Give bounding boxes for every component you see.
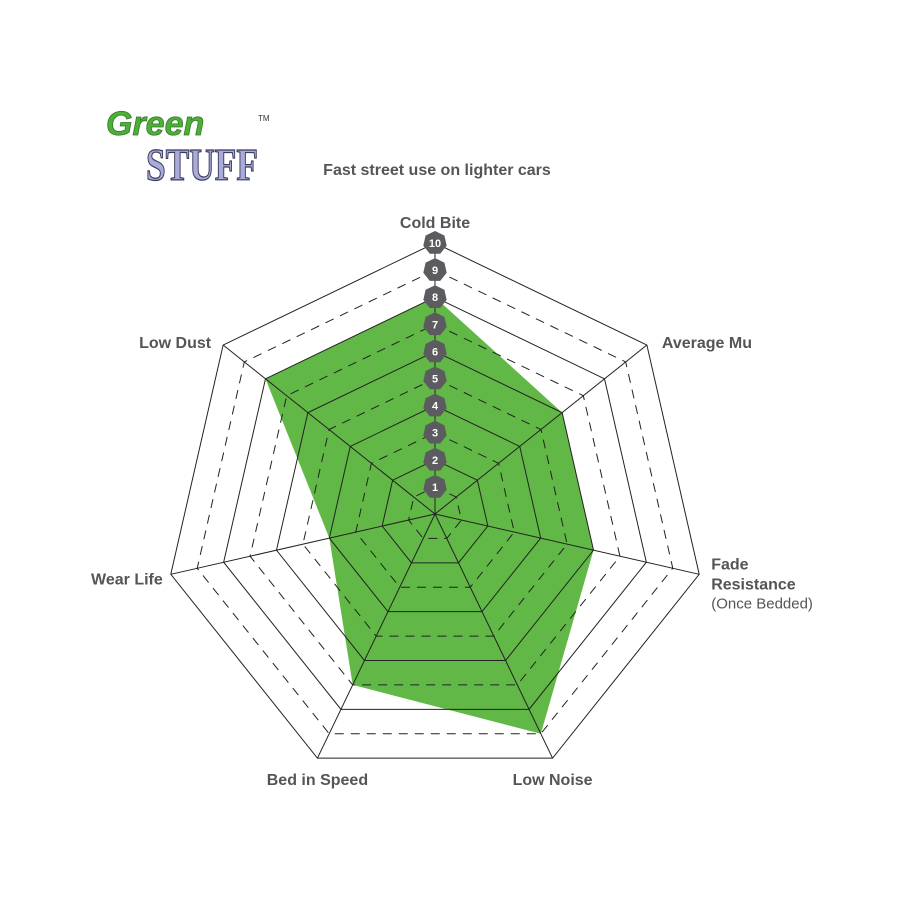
tick-label-9: 9 (432, 265, 438, 277)
axis-spoke-5 (170, 513, 436, 575)
grid-ring-1 (408, 486, 462, 539)
axis-label-4: Bed in Speed (267, 772, 368, 789)
tick-label-8: 8 (432, 292, 438, 304)
axis-label-1: Average Mu (662, 335, 752, 352)
axis-label-2: Fade (711, 556, 748, 573)
axis-spoke-4 (316, 513, 436, 759)
grid-ring-3 (355, 432, 515, 588)
grid-ring-10 (170, 242, 700, 759)
tick-label-6: 6 (432, 346, 438, 358)
grid-ring-4 (328, 405, 542, 613)
tick-badge-8 (423, 285, 447, 309)
axis-label-3: Low Noise (513, 772, 593, 789)
tick-label-10: 10 (429, 238, 441, 250)
tick-label-5: 5 (432, 374, 438, 386)
axis-spoke-3 (434, 513, 554, 759)
tick-badge-3 (423, 420, 447, 444)
tick-badge-1 (423, 474, 447, 498)
axis-spoke-2 (434, 513, 700, 575)
tick-label-4: 4 (432, 401, 439, 413)
chart-title: Fast street use on lighter cars (323, 162, 551, 179)
grid-ring-6 (275, 350, 595, 661)
logo-green-text: Green (106, 105, 204, 143)
axis-spoke-6 (222, 344, 436, 515)
tick-badge-2 (423, 447, 447, 471)
grid-ring-9 (196, 269, 674, 735)
tick-badge-10 (423, 231, 447, 254)
axis-label-2-line2: Resistance (711, 576, 796, 593)
tick-label-3: 3 (432, 428, 438, 440)
grid-ring-2 (381, 459, 489, 564)
grid-ring-8 (223, 296, 647, 710)
axis-sublabel-2: (Once Bedded) (711, 595, 813, 612)
tick-badge-6 (423, 339, 447, 363)
logo-trademark: TM (258, 114, 270, 123)
axis-spoke-1 (434, 344, 648, 515)
axis-label-5: Wear Life (91, 571, 163, 588)
tick-label-1: 1 (432, 482, 438, 494)
logo: Green STUFF TM (106, 105, 270, 191)
tick-badge-4 (423, 393, 447, 417)
tick-label-2: 2 (432, 455, 438, 467)
axis-label-6: Low Dust (139, 335, 212, 352)
tick-label-7: 7 (432, 319, 438, 331)
grid-ring-7 (249, 323, 621, 686)
tick-badge-9 (423, 258, 447, 281)
tick-badge-5 (423, 366, 447, 390)
logo-stuff-text: STUFF (146, 139, 258, 190)
tick-badge-7 (423, 312, 447, 336)
axis-label-0: Cold Bite (400, 215, 470, 232)
